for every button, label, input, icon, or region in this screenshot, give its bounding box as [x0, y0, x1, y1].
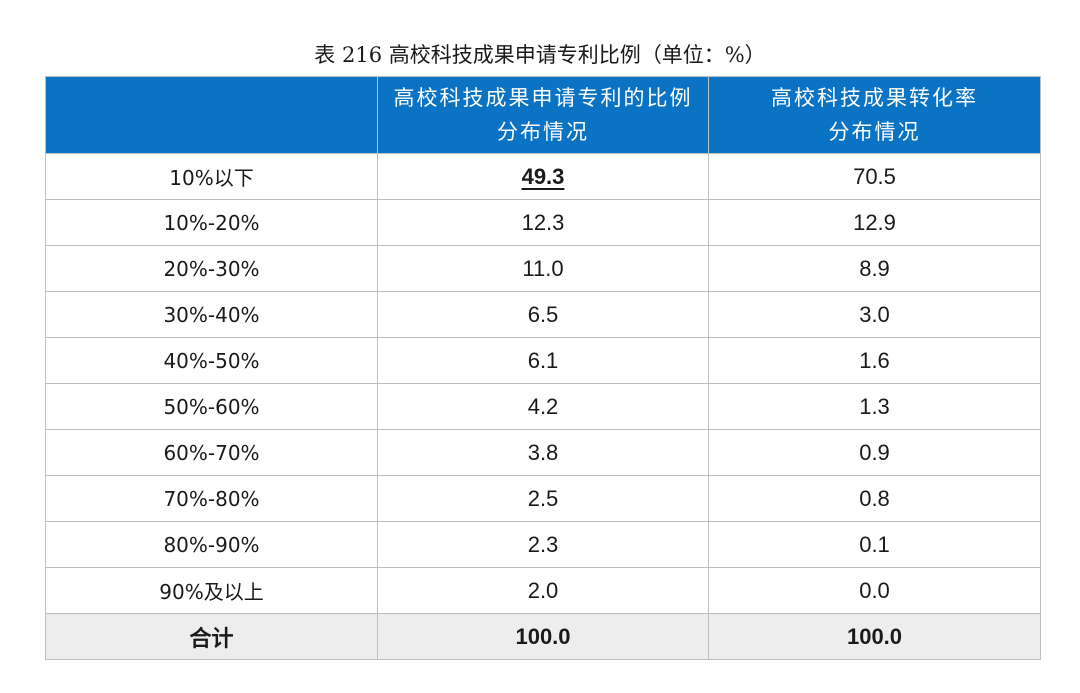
table-title: 表 216 高校科技成果申请专利比例（单位：%） [314, 43, 766, 67]
header-conversion-rate-line1: 高校科技成果转化率 [771, 86, 978, 110]
conversion-rate-value: 12.9 [708, 199, 1041, 246]
patent-ratio-value: 6.1 [377, 337, 709, 384]
total-label: 合计 [45, 613, 378, 660]
conversion-rate-value: 8.9 [708, 245, 1041, 292]
table-row: 20%-30% 11.0 8.9 [45, 245, 1041, 292]
conversion-rate-value: 1.3 [708, 383, 1041, 430]
table-row: 30%-40% 6.5 3.0 [45, 291, 1041, 338]
table-row: 80%-90% 2.3 0.1 [45, 521, 1041, 568]
total-conversion-rate: 100.0 [708, 613, 1041, 660]
patent-ratio-table: 高校科技成果申请专利的比例 分布情况 高校科技成果转化率 分布情况 10%以下 4… [45, 76, 1041, 660]
table-row: 50%-60% 4.2 1.3 [45, 383, 1041, 430]
row-label: 80%-90% [45, 521, 378, 568]
row-label: 90%及以上 [45, 567, 378, 614]
table-row: 70%-80% 2.5 0.8 [45, 475, 1041, 522]
conversion-rate-value: 1.6 [708, 337, 1041, 384]
patent-ratio-value: 3.8 [377, 429, 709, 476]
row-label: 30%-40% [45, 291, 378, 338]
row-label: 20%-30% [45, 245, 378, 292]
patent-ratio-value: 2.5 [377, 475, 709, 522]
table-row: 60%-70% 3.8 0.9 [45, 429, 1041, 476]
table-body: 10%以下 49.3 70.5 10%-20% 12.3 12.9 20%-30% 11.0 8… [45, 153, 1041, 660]
total-row: 合计 100.0 100.0 [45, 613, 1041, 660]
header-cell-empty [45, 76, 378, 154]
table-row: 10%-20% 12.3 12.9 [45, 199, 1041, 246]
header-patent-ratio-line1: 高校科技成果申请专利的比例 [393, 86, 693, 110]
header-cell-conversion-rate: 高校科技成果转化率 分布情况 [708, 76, 1041, 154]
header-cell-patent-ratio: 高校科技成果申请专利的比例 分布情况 [377, 76, 709, 154]
header-patent-ratio-line2: 分布情况 [497, 120, 589, 144]
patent-ratio-value: 11.0 [377, 245, 709, 292]
conversion-rate-value: 70.5 [708, 153, 1041, 200]
patent-ratio-value: 6.5 [377, 291, 709, 338]
table-row: 90%及以上 2.0 0.0 [45, 567, 1041, 614]
row-label: 50%-60% [45, 383, 378, 430]
patent-ratio-value: 12.3 [377, 199, 709, 246]
conversion-rate-value: 0.1 [708, 521, 1041, 568]
patent-ratio-value: 2.0 [377, 567, 709, 614]
total-patent-ratio: 100.0 [377, 613, 709, 660]
patent-ratio-value: 2.3 [377, 521, 709, 568]
conversion-rate-value: 0.0 [708, 567, 1041, 614]
patent-ratio-value: 49.3 [377, 153, 709, 200]
conversion-rate-value: 0.9 [708, 429, 1041, 476]
row-label: 10%以下 [45, 153, 378, 200]
row-label: 10%-20% [45, 199, 378, 246]
row-label: 70%-80% [45, 475, 378, 522]
conversion-rate-value: 0.8 [708, 475, 1041, 522]
header-conversion-rate-line2: 分布情况 [828, 120, 921, 144]
table-row: 40%-50% 6.1 1.6 [45, 337, 1041, 384]
header-row: 高校科技成果申请专利的比例 分布情况 高校科技成果转化率 分布情况 [45, 76, 1041, 154]
row-label: 40%-50% [45, 337, 378, 384]
conversion-rate-value: 3.0 [708, 291, 1041, 338]
table-row: 10%以下 49.3 70.5 [45, 153, 1041, 200]
row-label: 60%-70% [45, 429, 378, 476]
table-header: 高校科技成果申请专利的比例 分布情况 高校科技成果转化率 分布情况 [45, 76, 1041, 154]
patent-ratio-value: 4.2 [377, 383, 709, 430]
